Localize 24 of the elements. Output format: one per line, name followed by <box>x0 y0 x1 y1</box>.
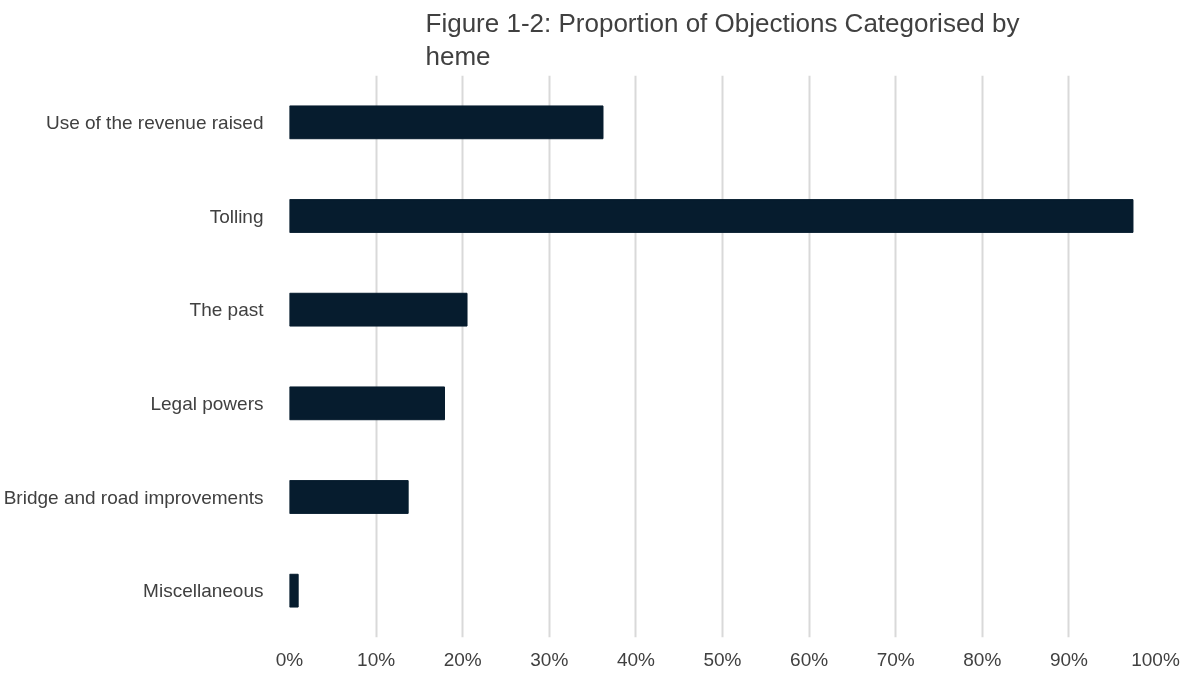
bar <box>289 480 409 514</box>
y-tick-label: Legal powers <box>150 392 264 414</box>
chart-title: Figure 1-2: Proportion of Objections Categorised by heme <box>425 7 1020 71</box>
x-tick-label: 20% <box>443 648 482 670</box>
y-tick-label: Bridge and road improvements <box>3 486 264 508</box>
x-tick-label: 40% <box>616 648 656 670</box>
x-tick-label: 90% <box>1049 648 1089 670</box>
x-tick-label: 30% <box>530 648 569 670</box>
x-tick-label: 50% <box>703 648 742 670</box>
x-tick-label: 100% <box>1131 648 1180 670</box>
bar <box>289 199 1134 233</box>
x-tick-label: 70% <box>876 648 915 670</box>
bar <box>289 386 446 421</box>
bar <box>289 573 299 608</box>
x-tick-label: 60% <box>790 648 829 670</box>
bar <box>289 292 468 327</box>
x-tick-label: 10% <box>357 648 396 670</box>
y-tick-label: Tolling <box>209 205 264 227</box>
y-tick-label: The past <box>189 299 265 321</box>
bar <box>289 105 604 140</box>
x-tick-label: 80% <box>963 648 1002 670</box>
y-tick-label: Use of the revenue raised <box>45 111 264 133</box>
y-tick-label: Miscellaneous <box>143 580 264 602</box>
x-tick-label: 0% <box>275 648 304 670</box>
